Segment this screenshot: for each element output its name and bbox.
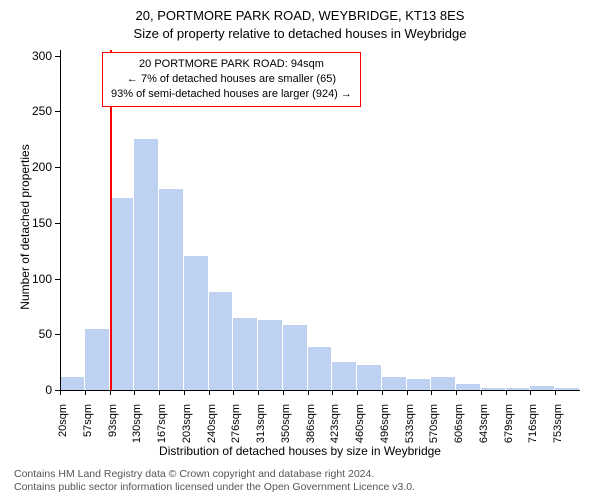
histogram-bar [283, 325, 308, 390]
x-tick-label: 350sqm [280, 404, 292, 454]
x-tick-label: 643sqm [478, 404, 490, 454]
x-tick-label: 386sqm [305, 404, 317, 454]
x-tick-label: 276sqm [230, 404, 242, 454]
y-tick-label: 150 [12, 216, 52, 230]
x-axis [60, 390, 580, 391]
x-tick-label: 93sqm [107, 404, 119, 454]
y-tick-label: 250 [12, 104, 52, 118]
x-tick-label: 57sqm [82, 404, 94, 454]
histogram-bar [233, 318, 258, 390]
histogram-bar [431, 377, 456, 390]
x-tick-label: 167sqm [156, 404, 168, 454]
y-tick-label: 300 [12, 49, 52, 63]
y-axis [60, 50, 61, 390]
x-tick-label: 570sqm [428, 404, 440, 454]
x-tick-label: 753sqm [552, 404, 564, 454]
histogram-bar [382, 377, 407, 390]
histogram-bar [258, 320, 283, 390]
histogram-bar [357, 365, 382, 390]
x-tick-label: 679sqm [503, 404, 515, 454]
x-tick-label: 130sqm [131, 404, 143, 454]
chart-plot-area: 05010015020025030020sqm57sqm93sqm130sqm1… [60, 50, 580, 390]
x-tick-label: 533sqm [404, 404, 416, 454]
x-tick-label: 606sqm [453, 404, 465, 454]
callout-box: 20 PORTMORE PARK ROAD: 94sqm← 7% of deta… [102, 52, 361, 107]
histogram-bar [332, 362, 357, 390]
callout-line3: 93% of semi-detached houses are larger (… [111, 87, 352, 102]
histogram-bar [60, 377, 85, 390]
callout-line2: ← 7% of detached houses are smaller (65) [111, 72, 352, 87]
histogram-bar [184, 256, 209, 390]
x-tick-label: 203sqm [181, 404, 193, 454]
attribution-line2: Contains public sector information licen… [14, 481, 415, 494]
histogram-bar [159, 189, 184, 390]
attribution-line1: Contains HM Land Registry data © Crown c… [14, 468, 415, 481]
y-tick-label: 50 [12, 327, 52, 341]
y-tick-label: 100 [12, 272, 52, 286]
histogram-bar [407, 379, 432, 390]
x-tick-label: 496sqm [379, 404, 391, 454]
chart-container: 20, PORTMORE PARK ROAD, WEYBRIDGE, KT13 … [0, 0, 600, 500]
histogram-bar [85, 329, 110, 390]
x-tick-label: 20sqm [57, 404, 69, 454]
page-title: 20, PORTMORE PARK ROAD, WEYBRIDGE, KT13 … [0, 8, 600, 23]
x-tick-label: 240sqm [206, 404, 218, 454]
chart-subtitle: Size of property relative to detached ho… [0, 26, 600, 41]
histogram-bar [110, 198, 135, 390]
attribution-text: Contains HM Land Registry data © Crown c… [14, 468, 415, 494]
y-tick-label: 200 [12, 160, 52, 174]
callout-line1: 20 PORTMORE PARK ROAD: 94sqm [111, 57, 352, 72]
x-tick-label: 716sqm [527, 404, 539, 454]
histogram-bar [134, 139, 159, 390]
y-tick-label: 0 [12, 383, 52, 397]
x-tick-label: 460sqm [354, 404, 366, 454]
x-tick-label: 313sqm [255, 404, 267, 454]
histogram-bar [209, 292, 234, 390]
histogram-bar [308, 347, 333, 390]
x-tick-label: 423sqm [329, 404, 341, 454]
